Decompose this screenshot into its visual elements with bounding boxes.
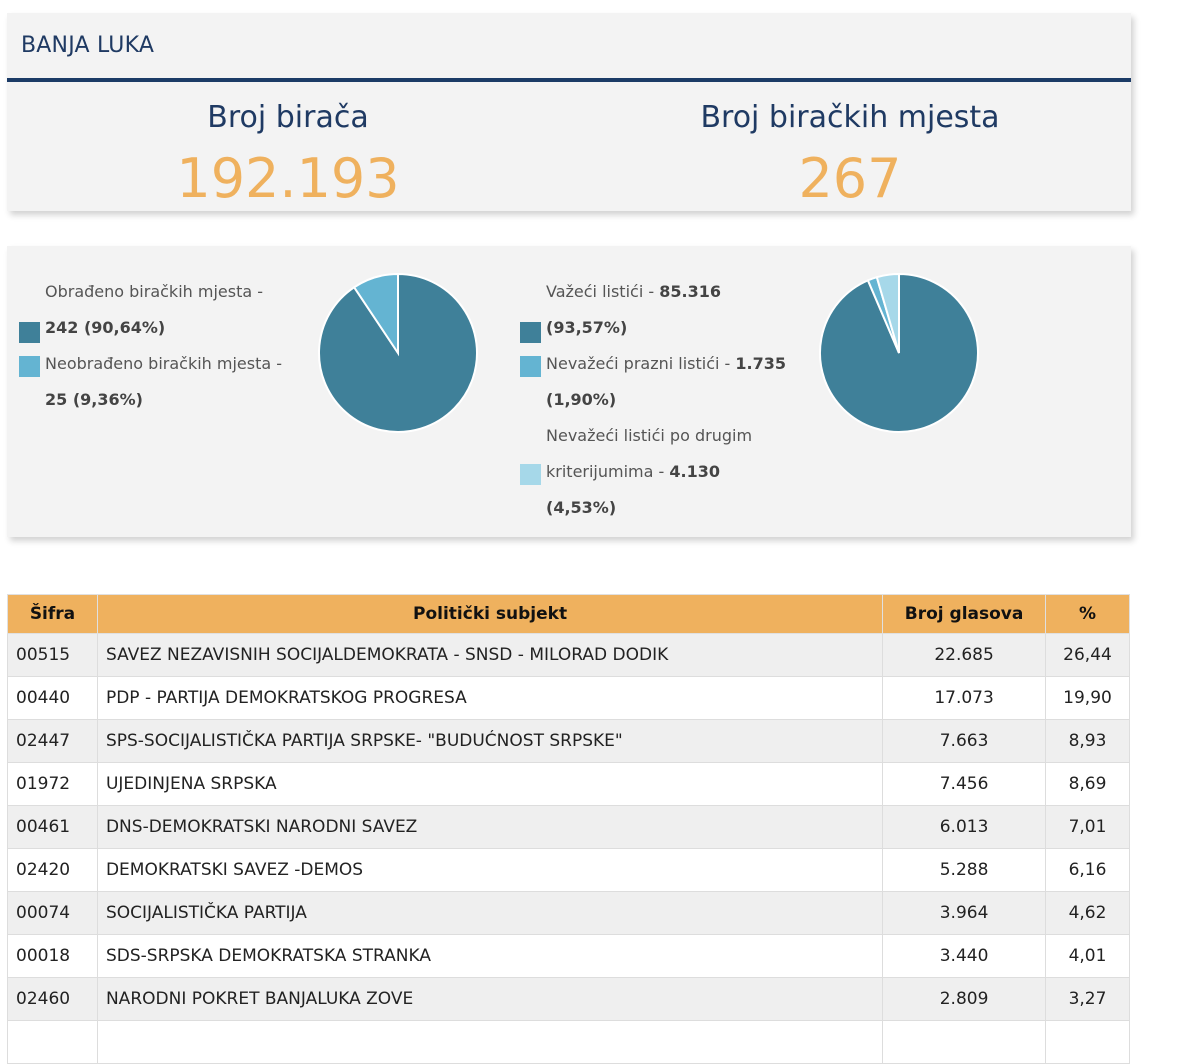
table-row: 02420 DEMOKRATSKI SAVEZ -DEMOS 5.288 6,16 [7,848,1130,892]
cell-percent: 8,69 [1045,762,1130,806]
cell-code: 02447 [7,719,98,763]
voters-label: Broj birača [207,100,369,135]
legend-swatch-invalid-other [520,464,541,485]
header-code[interactable]: Šifra [7,594,98,634]
polling-stations-stat: Broj biračkih mjesta 267 [569,101,1131,209]
cell-votes: 3.964 [882,891,1047,935]
cell-code: 02460 [7,977,98,1021]
legend-swatch-valid [520,322,541,343]
cell-percent: 4,01 [1045,934,1130,978]
cell-votes: 5.288 [882,848,1047,892]
cell-votes: 7.663 [882,719,1047,763]
polling-stations-label: Broj biračkih mjesta [700,100,1000,135]
legend-percent: (1,90%) [546,390,617,409]
legend-value: 242 (90,64%) [45,318,166,337]
table-row: 00074 SOCIJALISTIČKA PARTIJA 3.964 4,62 [7,891,1130,935]
cell-percent: 3,27 [1045,977,1130,1021]
legend-swatch-processed [19,322,40,343]
charts-panel: Obrađeno biračkih mjesta - 242 (90,64%) … [7,246,1131,537]
cell-percent: 4,62 [1045,891,1130,935]
legend-item-invalid-empty: Nevažeći prazni listići - 1.735 (1,90%) [520,346,800,418]
table-row: 02447 SPS-SOCIJALISTIČKA PARTIJA SRPSKE- … [7,719,1130,763]
legend-item-invalid-other: Nevažeći listići po drugim kriterijumima… [520,418,800,526]
polling-stations-value: 267 [798,147,902,210]
header-percent[interactable]: % [1045,594,1130,634]
cell-code: 00074 [7,891,98,935]
cell-party: PDP - PARTIJA DEMOKRATSKOG PROGRESA [96,676,884,720]
cell-party: SAVEZ NEZAVISNIH SOCIJALDEMOKRATA - SNSD… [96,633,884,677]
cell-percent [1045,1020,1130,1064]
cell-party: DEMOKRATSKI SAVEZ -DEMOS [96,848,884,892]
legend-item-unprocessed: Neobrađeno biračkih mjesta - 25 (9,36%) [19,346,289,418]
cell-votes: 7.456 [882,762,1047,806]
legend-swatch-unprocessed [19,356,40,377]
cell-percent: 6,16 [1045,848,1130,892]
header-votes[interactable]: Broj glasova [882,594,1047,634]
cell-percent: 8,93 [1045,719,1130,763]
pie-slice-2[interactable] [352,272,399,357]
cell-party: UJEDINJENA SRPSKA [96,762,884,806]
voters-value: 192.193 [176,147,400,210]
cell-percent: 7,01 [1045,805,1130,849]
summary-panel: BANJA LUKA Broj birača 192.193 Broj bira… [7,13,1131,211]
legend-value: 1.735 [735,354,787,373]
legend-percent: (4,53%) [546,498,617,517]
legend-text-cont: kriterijumima - [546,462,665,481]
legend-value: 25 (9,36%) [45,390,143,409]
legend-text: Obrađeno biračkih mjesta - [45,282,264,301]
cell-code: 01972 [7,762,98,806]
cell-votes: 6.013 [882,805,1047,849]
stations-pie-chart [318,272,478,433]
legend-text: Važeći listići - [546,282,655,301]
stations-legend: Obrađeno biračkih mjesta - 242 (90,64%) … [19,274,289,418]
results-table: Šifra Politički subjekt Broj glasova % 0… [7,594,1130,1064]
cell-percent: 19,90 [1045,676,1130,720]
cell-percent: 26,44 [1045,633,1130,677]
table-row [7,1020,1130,1064]
region-title: BANJA LUKA [21,33,155,58]
legend-swatch-invalid-empty [520,356,541,377]
cell-party: SDS-SRPSKA DEMOKRATSKA STRANKA [96,934,884,978]
legend-text: Nevažeći listići po drugim [546,426,753,445]
cell-code: 02420 [7,848,98,892]
legend-item-valid: Važeći listići - 85.316 (93,57%) [520,274,800,346]
legend-percent: (93,57%) [546,318,628,337]
cell-party [96,1020,884,1064]
legend-item-processed: Obrađeno biračkih mjesta - 242 (90,64%) [19,274,289,346]
table-row: 00440 PDP - PARTIJA DEMOKRATSKOG PROGRESA… [7,676,1130,720]
ballots-legend: Važeći listići - 85.316 (93,57%) Nevažeć… [520,274,800,526]
header-party[interactable]: Politički subjekt [96,594,884,634]
table-row: 01972 UJEDINJENA SRPSKA 7.456 8,69 [7,762,1130,806]
legend-text: Nevažeći prazni listići - [546,354,731,373]
cell-votes: 22.685 [882,633,1047,677]
table-row: 00461 DNS-DEMOKRATSKI NARODNI SAVEZ 6.013 7… [7,805,1130,849]
ballots-pie-chart [819,272,979,433]
table-row: 00515 SAVEZ NEZAVISNIH SOCIJALDEMOKRATA -… [7,633,1130,677]
cell-votes [882,1020,1047,1064]
table-row: 00018 SDS-SRPSKA DEMOKRATSKA STRANKA 3.440… [7,934,1130,978]
cell-code: 00461 [7,805,98,849]
voters-stat: Broj birača 192.193 [7,101,569,209]
title-divider [7,78,1131,82]
legend-value: 4.130 [669,462,720,481]
cell-code: 00018 [7,934,98,978]
cell-code: 00440 [7,676,98,720]
cell-party: DNS-DEMOKRATSKI NARODNI SAVEZ [96,805,884,849]
table-row: 02460 NARODNI POKRET BANJALUKA ZOVE 2.809 3… [7,977,1130,1021]
cell-code [7,1020,98,1064]
legend-value: 85.316 [659,282,721,301]
cell-party: SOCIJALISTIČKA PARTIJA [96,891,884,935]
legend-text: Neobrađeno biračkih mjesta - [45,354,283,373]
cell-party: NARODNI POKRET BANJALUKA ZOVE [96,977,884,1021]
cell-code: 00515 [7,633,98,677]
table-header-row: Šifra Politički subjekt Broj glasova % [7,594,1130,634]
cell-votes: 17.073 [882,676,1047,720]
cell-votes: 3.440 [882,934,1047,978]
cell-party: SPS-SOCIJALISTIČKA PARTIJA SRPSKE- "BUDU… [96,719,884,763]
pie-slice-3[interactable] [875,272,900,354]
cell-votes: 2.809 [882,977,1047,1021]
